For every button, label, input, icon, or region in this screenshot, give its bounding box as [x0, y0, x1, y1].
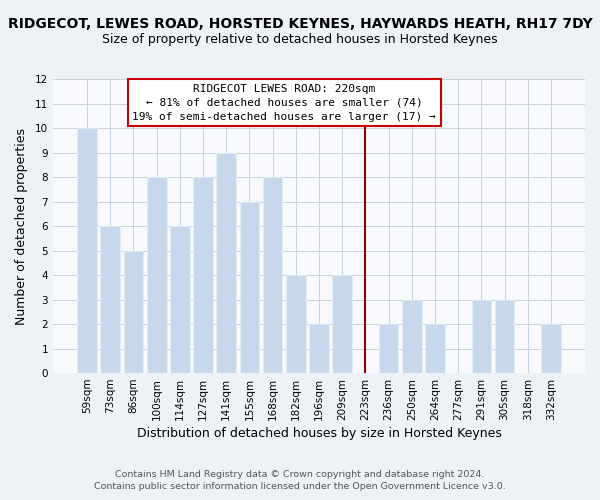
Bar — [309, 324, 329, 373]
Bar — [77, 128, 97, 373]
Bar — [263, 177, 283, 373]
Bar — [239, 202, 259, 373]
Y-axis label: Number of detached properties: Number of detached properties — [15, 128, 28, 324]
Bar — [124, 250, 143, 373]
Bar — [425, 324, 445, 373]
Bar — [541, 324, 561, 373]
Text: RIDGECOT, LEWES ROAD, HORSTED KEYNES, HAYWARDS HEATH, RH17 7DY: RIDGECOT, LEWES ROAD, HORSTED KEYNES, HA… — [8, 18, 592, 32]
Bar — [286, 275, 305, 373]
Bar — [147, 177, 167, 373]
Text: Contains HM Land Registry data © Crown copyright and database right 2024.: Contains HM Land Registry data © Crown c… — [115, 470, 485, 479]
Bar — [472, 300, 491, 373]
Bar — [402, 300, 422, 373]
Text: RIDGECOT LEWES ROAD: 220sqm
← 81% of detached houses are smaller (74)
19% of sem: RIDGECOT LEWES ROAD: 220sqm ← 81% of det… — [133, 84, 436, 122]
Bar — [495, 300, 514, 373]
Bar — [332, 275, 352, 373]
X-axis label: Distribution of detached houses by size in Horsted Keynes: Distribution of detached houses by size … — [137, 427, 502, 440]
Bar — [379, 324, 398, 373]
Bar — [193, 177, 213, 373]
Text: Contains public sector information licensed under the Open Government Licence v3: Contains public sector information licen… — [94, 482, 506, 491]
Bar — [170, 226, 190, 373]
Bar — [217, 152, 236, 373]
Bar — [100, 226, 120, 373]
Text: Size of property relative to detached houses in Horsted Keynes: Size of property relative to detached ho… — [102, 32, 498, 46]
